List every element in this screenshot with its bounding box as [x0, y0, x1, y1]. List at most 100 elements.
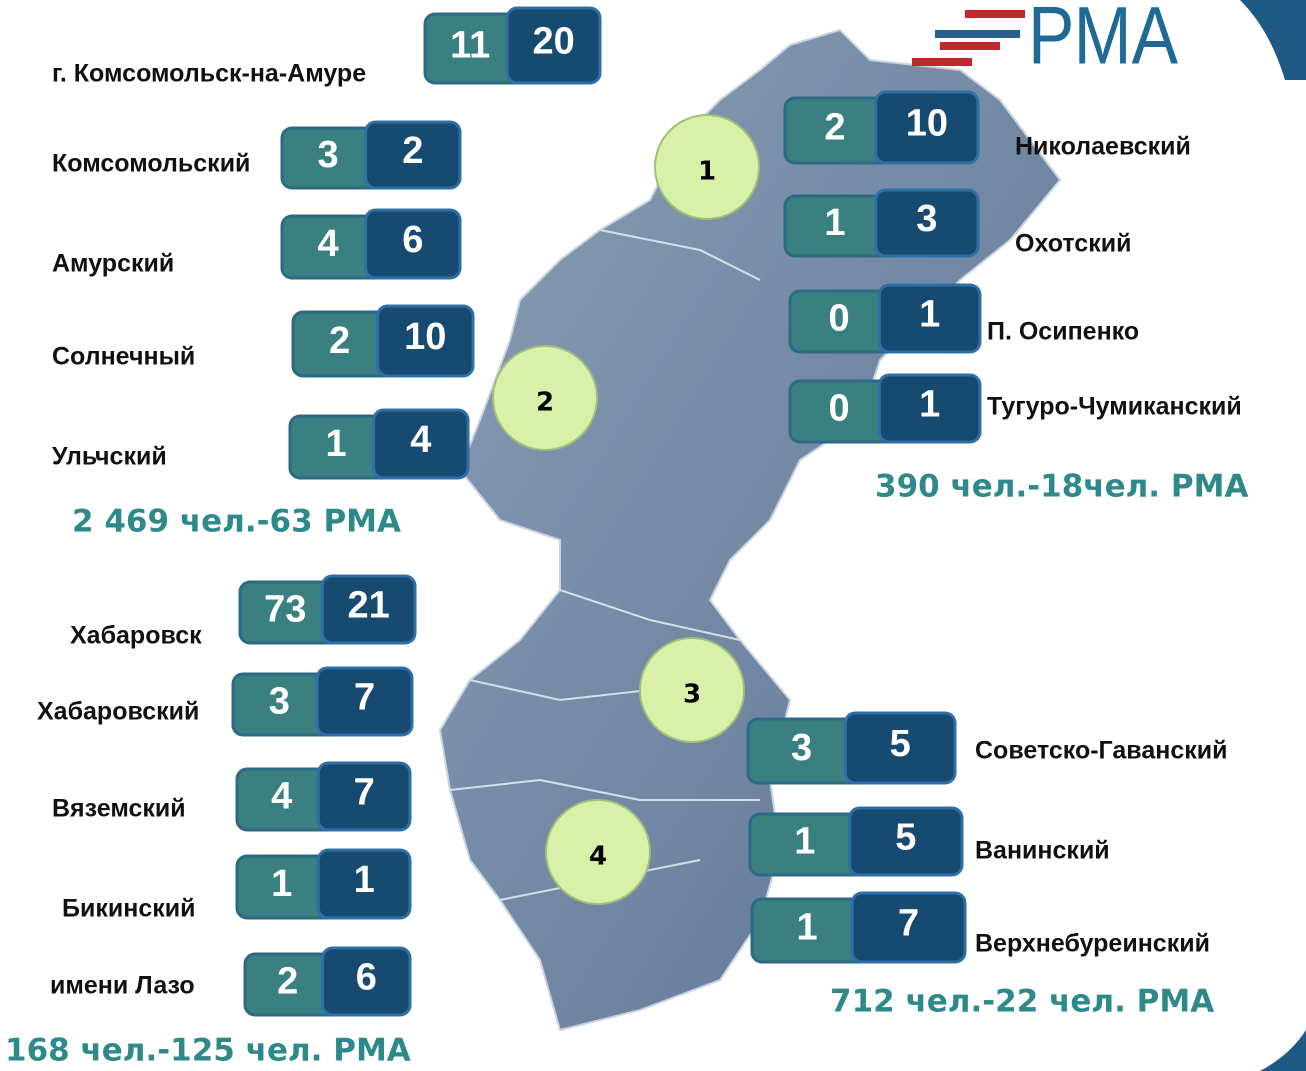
count-b: 7 — [354, 677, 375, 719]
district-name: Комсомольский — [52, 150, 250, 178]
district-name: Хабаровск — [70, 622, 202, 650]
district-name: Тугуро-Чумиканский — [987, 393, 1242, 421]
count-a: 4 — [271, 776, 292, 818]
total: 712 чел.-22 чел. РМА — [830, 984, 1214, 1020]
district-box: 2 10 — [783, 90, 980, 165]
zone-number: 3 — [683, 680, 701, 710]
count-a: 1 — [325, 423, 346, 465]
corner — [1260, 1030, 1306, 1071]
zone-circle — [654, 114, 760, 220]
count-b: 1 — [354, 859, 375, 901]
count-b: 21 — [347, 585, 389, 627]
total: 2 469 чел.-63 РМА — [72, 504, 401, 540]
count-a: 73 — [264, 589, 306, 631]
count-a: 4 — [317, 223, 338, 265]
count-a: 3 — [269, 681, 290, 723]
count-b: 1 — [919, 294, 940, 336]
count-a: 0 — [829, 388, 850, 430]
district-name: Вяземский — [52, 795, 186, 823]
count-a: 1 — [824, 202, 845, 244]
map — [438, 28, 1062, 1032]
count-a: 2 — [824, 107, 845, 149]
count-b: 1 — [919, 384, 940, 426]
box-right — [848, 806, 964, 877]
box-right — [874, 90, 980, 165]
box-right — [372, 408, 470, 480]
box-right — [364, 208, 462, 280]
logo-bars — [912, 10, 1025, 66]
count-b: 7 — [354, 772, 375, 814]
district-name: имени Лазо — [50, 972, 195, 1000]
zone-circle — [492, 345, 598, 451]
count-b: 5 — [895, 817, 916, 859]
box-right — [364, 120, 462, 190]
zone-number: 4 — [589, 842, 607, 872]
district-name: Амурский — [52, 250, 174, 278]
district-box: 2 10 — [291, 304, 475, 378]
district-name: Солнечный — [52, 343, 195, 371]
count-a: 3 — [791, 727, 812, 769]
box-right — [315, 666, 414, 737]
zone-circle — [639, 637, 745, 743]
district-box: 73 21 — [238, 574, 417, 645]
count-b: 7 — [898, 903, 919, 945]
count-a: 3 — [317, 134, 338, 176]
district-name: П. Осипенко — [987, 318, 1139, 346]
box-right — [316, 761, 412, 832]
box-right — [874, 188, 980, 258]
box-right — [505, 6, 602, 85]
box-right — [877, 373, 982, 444]
district-name: Ульчский — [52, 443, 167, 471]
count-b: 4 — [410, 419, 431, 461]
box-right — [376, 304, 475, 378]
count-a: 1 — [796, 907, 817, 949]
count-b: 3 — [916, 198, 937, 240]
district-name: Верхнебуреинский — [975, 930, 1210, 958]
zone-number: 2 — [536, 388, 554, 418]
district-box: 11 20 — [423, 6, 602, 85]
box-right — [850, 891, 967, 964]
count-a: 2 — [277, 961, 298, 1003]
count-b: 5 — [890, 723, 911, 765]
box-right — [316, 848, 412, 920]
logo: РМА — [1028, 0, 1178, 82]
count-a: 0 — [829, 298, 850, 340]
district-name: Ванинский — [975, 837, 1110, 865]
count-b: 2 — [402, 130, 423, 172]
corner — [1240, 0, 1306, 80]
district-name: г. Комсомольск-на-Амуре — [52, 60, 366, 88]
zone-circle — [545, 799, 651, 905]
district-name: Бикинский — [62, 895, 195, 923]
count-a: 11 — [450, 25, 490, 67]
count-b: 20 — [532, 21, 574, 63]
count-b: 10 — [404, 316, 446, 358]
total: 390 чел.-18чел. РМА — [875, 469, 1248, 505]
box-right — [843, 711, 957, 785]
count-b: 6 — [356, 957, 377, 999]
count-b: 6 — [402, 219, 423, 261]
box-right — [321, 946, 412, 1017]
count-a: 2 — [329, 320, 350, 362]
total: 168 чел.-125 чел. РМА — [5, 1033, 411, 1069]
region-borders — [449, 229, 761, 901]
count-a: 1 — [271, 863, 292, 905]
district-name: Хабаровский — [37, 698, 199, 726]
district-name: Советско-Гаванский — [975, 737, 1227, 765]
box-right — [320, 574, 417, 645]
box-right — [877, 283, 982, 354]
count-a: 1 — [794, 821, 815, 863]
